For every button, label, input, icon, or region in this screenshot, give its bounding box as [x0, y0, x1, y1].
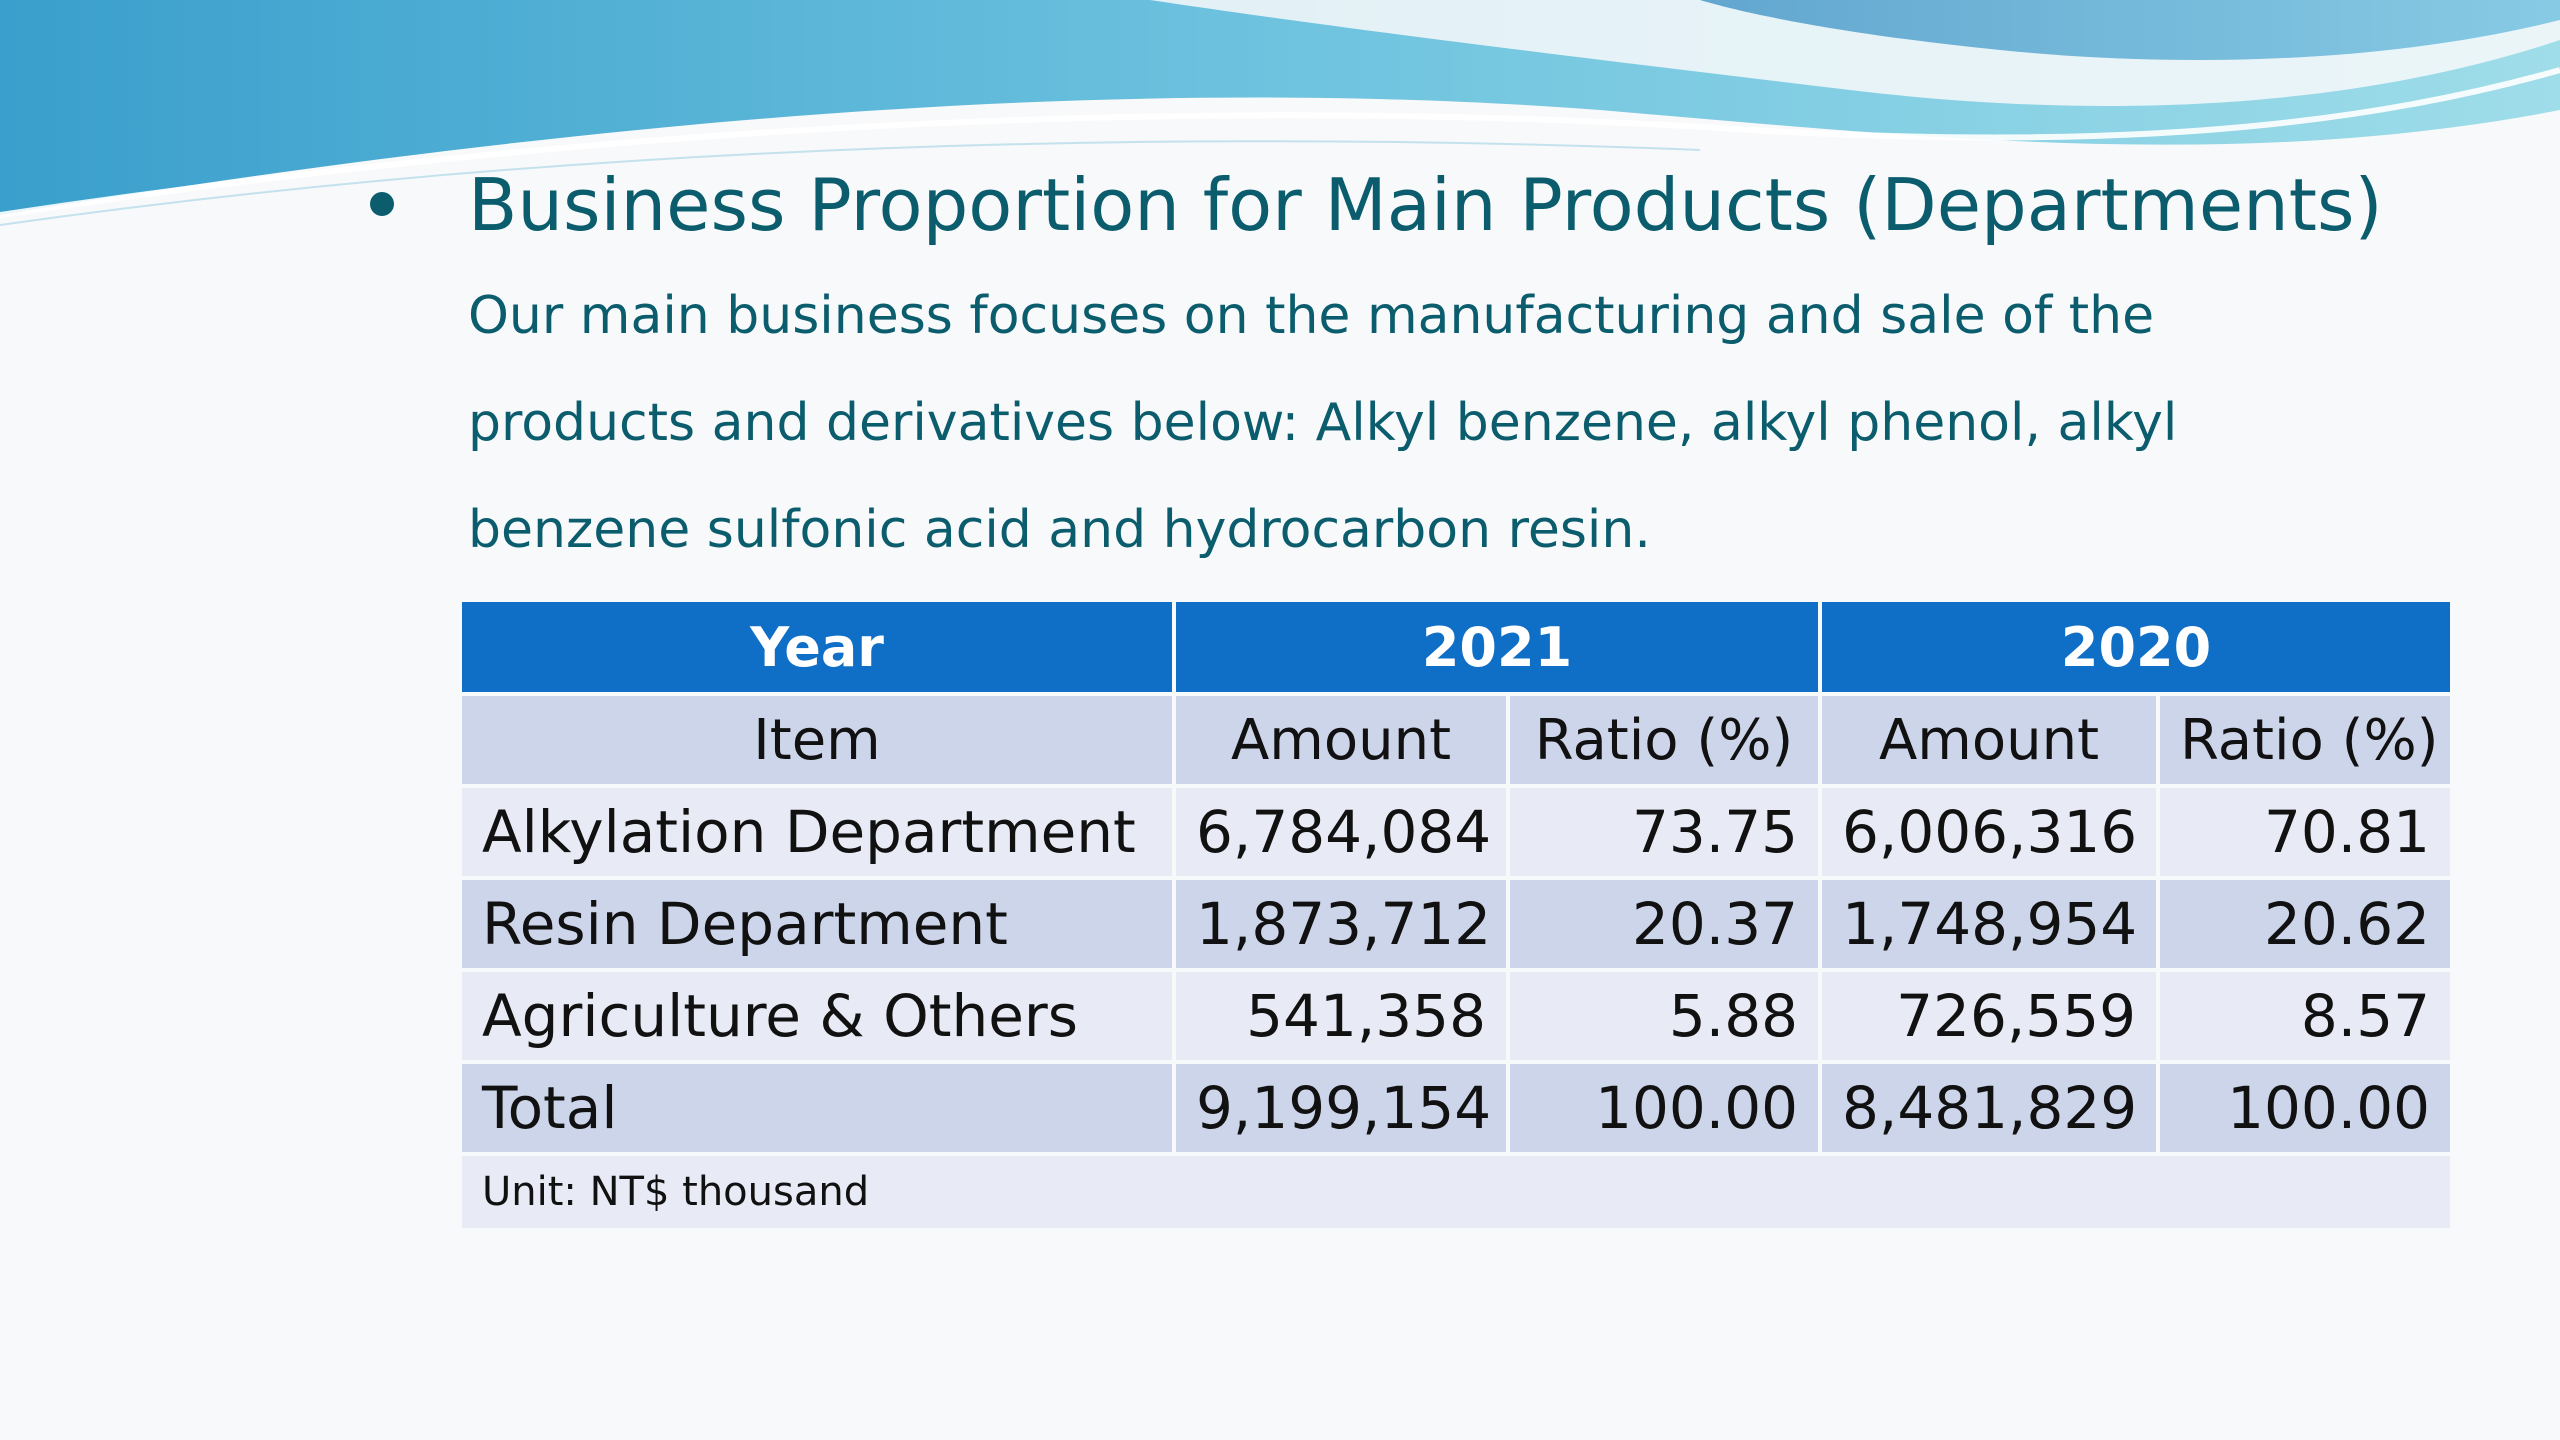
table-unit-row: Unit: NT$ thousand [457, 1152, 2455, 1232]
amount-2021: 6,784,084 [1172, 784, 1510, 880]
subheader-item: Item [458, 692, 1176, 788]
table-row: Agriculture & Others 541,358 5.88 726,55… [458, 968, 2455, 1064]
amount-2020: 8,481,829 [1818, 1060, 2161, 1156]
amount-2020: 726,559 [1818, 968, 2161, 1064]
title-row: Business Proportion for Main Products (D… [370, 150, 2470, 260]
amount-2021: 541,358 [1172, 968, 1510, 1064]
ratio-2020: 70.81 [2156, 784, 2455, 880]
unit-note: Unit: NT$ thousand [457, 1152, 2455, 1232]
row-item: Total [458, 1060, 1176, 1156]
slide-title: Business Proportion for Main Products (D… [468, 163, 2383, 247]
subheader-ratio-2021: Ratio (%) [1505, 692, 1823, 788]
ratio-2021: 20.37 [1505, 876, 1823, 972]
subheader-ratio-2020: Ratio (%) [2156, 692, 2455, 788]
ratio-2020: 100.00 [2156, 1060, 2455, 1156]
amount-2020: 1,748,954 [1818, 876, 2161, 972]
header-year: Year [458, 598, 1176, 696]
ratio-2020: 8.57 [2156, 968, 2455, 1064]
ratio-2021: 5.88 [1505, 968, 1823, 1064]
table-row-total: Total 9,199,154 100.00 8,481,829 100.00 [458, 1060, 2455, 1156]
table-row: Resin Department 1,873,712 20.37 1,748,9… [458, 876, 2455, 972]
amount-2021: 1,873,712 [1172, 876, 1510, 972]
subheader-amount-2020: Amount [1818, 692, 2161, 788]
table-header-row: Year 2021 2020 [458, 598, 2455, 696]
ratio-2021: 73.75 [1505, 784, 1823, 880]
ratio-2020: 20.62 [2156, 876, 2455, 972]
header-year-2020: 2020 [1818, 598, 2455, 696]
row-item: Resin Department [458, 876, 1176, 972]
subheader-amount-2021: Amount [1172, 692, 1510, 788]
amount-2020: 6,006,316 [1818, 784, 2161, 880]
table-row: Alkylation Department 6,784,084 73.75 6,… [458, 784, 2455, 880]
row-item: Agriculture & Others [458, 968, 1176, 1064]
bullet-icon [370, 192, 394, 216]
decorative-wave-header [0, 0, 2560, 226]
business-proportion-table: Year 2021 2020 Item Amount Ratio (%) Amo… [457, 598, 2455, 1232]
row-item: Alkylation Department [458, 784, 1176, 880]
table-subheader-row: Item Amount Ratio (%) Amount Ratio (%) [458, 692, 2455, 788]
ratio-2021: 100.00 [1505, 1060, 1823, 1156]
slide-description: Our main business focuses on the manufac… [468, 286, 2178, 560]
header-year-2021: 2021 [1171, 598, 1823, 696]
amount-2021: 9,199,154 [1172, 1060, 1510, 1156]
